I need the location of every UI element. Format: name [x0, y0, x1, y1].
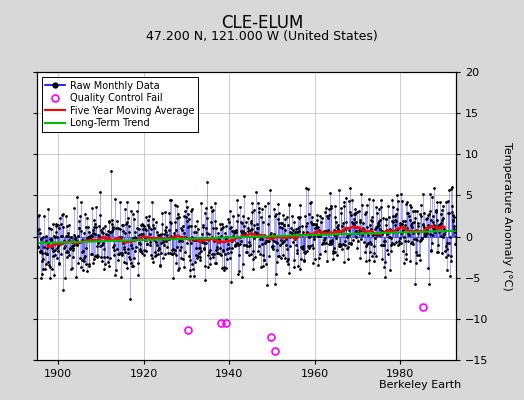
Text: CLE-ELUM: CLE-ELUM — [221, 14, 303, 32]
Text: Berkeley Earth: Berkeley Earth — [379, 380, 461, 390]
Legend: Raw Monthly Data, Quality Control Fail, Five Year Moving Average, Long-Term Tren: Raw Monthly Data, Quality Control Fail, … — [41, 77, 198, 132]
Y-axis label: Temperature Anomaly (°C): Temperature Anomaly (°C) — [502, 142, 512, 290]
Text: 47.200 N, 121.000 W (United States): 47.200 N, 121.000 W (United States) — [146, 30, 378, 43]
